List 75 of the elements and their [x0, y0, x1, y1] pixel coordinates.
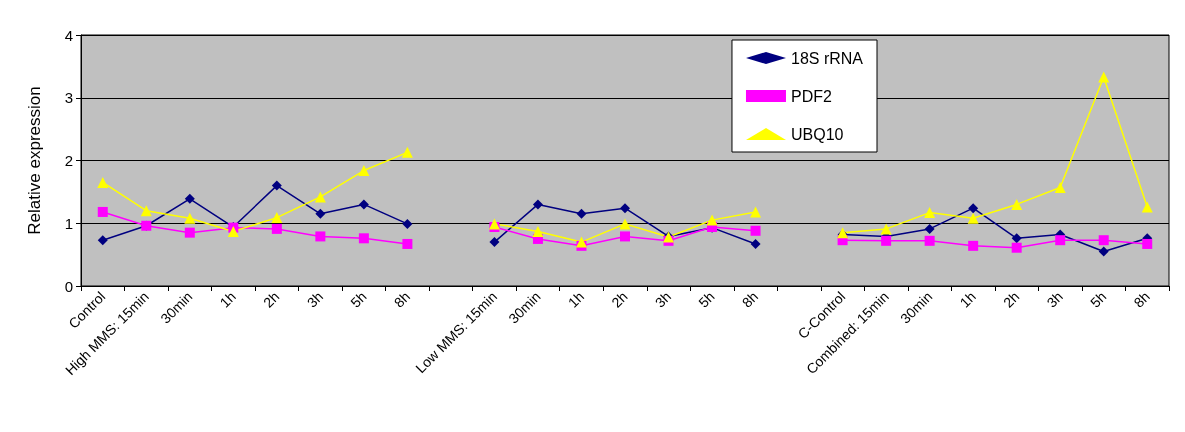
legend-label: 18S rRNA	[790, 49, 864, 67]
x-tick-label: 1h	[956, 288, 979, 311]
point	[358, 165, 370, 177]
point	[97, 206, 108, 217]
x-tick-label: 8h	[1130, 288, 1153, 311]
point	[184, 212, 196, 224]
point	[924, 207, 936, 219]
point	[184, 193, 195, 204]
point	[1098, 235, 1109, 246]
point	[924, 235, 935, 246]
point	[576, 208, 587, 219]
point	[489, 237, 500, 248]
point	[750, 225, 761, 236]
point	[1098, 246, 1109, 257]
x-tick-label: 2h	[1000, 288, 1023, 311]
legend-label: PDF2	[790, 87, 832, 105]
y-axis-title: Relative expression	[25, 86, 44, 235]
point	[967, 212, 979, 224]
point	[402, 238, 413, 249]
point	[1141, 201, 1153, 213]
point	[97, 176, 109, 188]
point	[1011, 233, 1022, 244]
point	[532, 225, 544, 237]
point	[1054, 181, 1066, 193]
x-tick-label: 5h	[347, 288, 370, 311]
point	[488, 218, 500, 230]
point	[880, 223, 892, 235]
point	[750, 206, 762, 218]
point	[968, 240, 979, 251]
point	[968, 203, 979, 214]
point	[314, 191, 326, 203]
point	[358, 233, 369, 244]
x-tick-label: 3h	[1043, 288, 1066, 311]
point	[620, 231, 630, 242]
point	[402, 218, 413, 229]
point	[706, 214, 718, 226]
point	[620, 203, 630, 214]
y-tick-label: 2	[64, 152, 73, 169]
x-tick-label: 2h	[260, 288, 283, 311]
y-tick-label: 3	[64, 89, 73, 107]
point	[575, 236, 587, 248]
point	[619, 218, 631, 230]
point	[1011, 198, 1023, 210]
x-tick-label: 5h	[695, 288, 718, 311]
x-tick-label: 3h	[303, 288, 327, 311]
point	[315, 208, 326, 219]
x-tick-label: 8h	[738, 288, 762, 311]
point	[881, 235, 892, 246]
point	[1098, 71, 1110, 83]
point	[1055, 235, 1066, 246]
point	[315, 231, 326, 242]
legend-label: UBQ10	[790, 125, 844, 143]
y-tick-label: 0	[64, 277, 73, 295]
point	[401, 146, 413, 158]
point	[97, 235, 108, 246]
y-tick-label: 1	[64, 214, 73, 232]
point	[532, 199, 543, 210]
x-tick-label: 8h	[390, 288, 414, 311]
x-tick-label: 3h	[651, 288, 675, 311]
point	[358, 199, 369, 210]
point	[140, 205, 152, 217]
point	[1142, 238, 1153, 249]
y-tick-label: 4	[64, 26, 73, 44]
point	[271, 223, 282, 234]
x-tick-label: 2h	[608, 288, 631, 311]
x-tick-label: 1h	[564, 288, 588, 311]
point	[227, 225, 239, 237]
point	[750, 238, 761, 249]
point	[184, 227, 195, 238]
x-tick-label: 5h	[1087, 288, 1110, 311]
point	[271, 212, 283, 224]
point	[271, 180, 282, 191]
point	[924, 223, 935, 234]
x-tick-label: 1h	[216, 288, 239, 311]
point	[1011, 242, 1022, 253]
